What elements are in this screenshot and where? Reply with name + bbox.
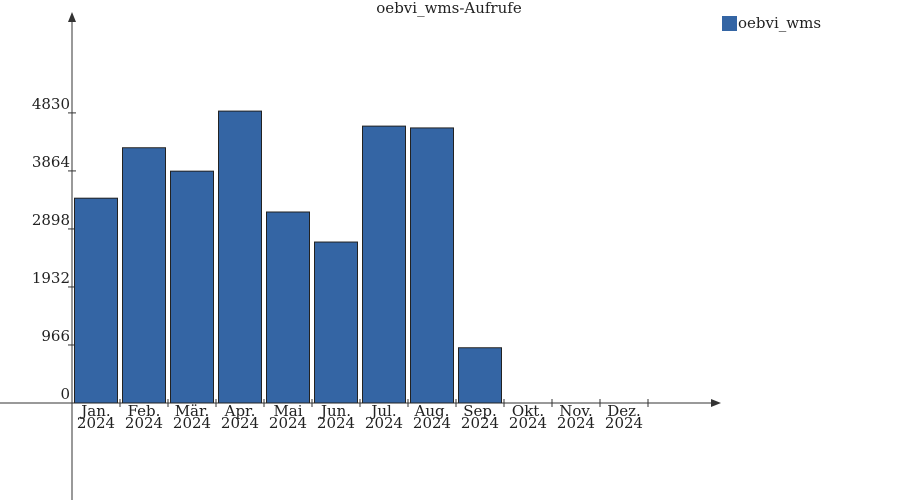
x-tick-label: Feb. 2024 [125,402,163,432]
y-axis-arrow [68,12,76,22]
y-tick-label: 2898 [32,211,70,229]
bar [74,197,118,404]
x-tick-label: Dez. 2024 [605,402,643,432]
bar [122,147,166,404]
x-tick-label: Mai 2024 [269,402,307,432]
x-tick-label: Apr. 2024 [221,402,259,432]
y-tick-label: 966 [41,327,70,345]
x-tick-label: Jul. 2024 [365,402,403,432]
x-tick-label: Okt. 2024 [509,402,547,432]
y-tick-label: 1932 [32,269,70,287]
legend-label: oebvi_wms [738,14,821,32]
bar [170,170,214,404]
x-tick-label: Aug. 2024 [413,402,451,432]
y-tick-label: 0 [60,385,70,403]
y-tick-label: 4830 [32,95,70,113]
bar [362,125,406,404]
bar [218,110,262,404]
x-tick-label: Jan. 2024 [77,402,115,432]
x-tick-label: Nov. 2024 [557,402,595,432]
x-axis-arrow [711,399,721,407]
bar [266,211,310,404]
y-tick-label: 3864 [32,153,70,171]
chart-title: oebvi_wms-Aufrufe [376,0,522,17]
x-tick-label: Mär. 2024 [173,402,211,432]
legend-swatch [722,16,737,31]
bar [410,127,454,404]
bar [458,347,502,404]
x-tick-label: Sep. 2024 [461,402,499,432]
x-tick-label: Jun. 2024 [317,402,355,432]
bar [314,241,358,404]
